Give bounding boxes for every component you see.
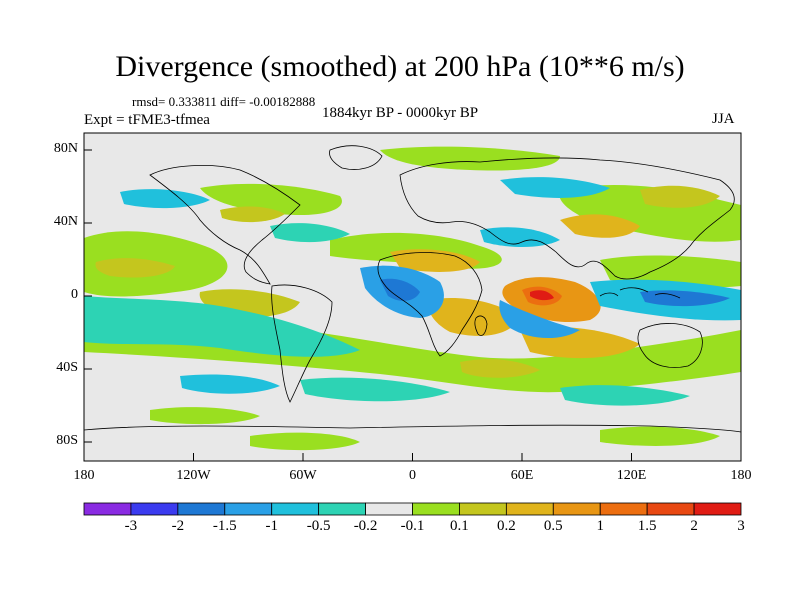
map-field — [84, 133, 741, 461]
lat-tick-label: 40S — [56, 360, 78, 375]
rmsd-diff-stats: rmsd= 0.333811 diff= -0.00182888 — [132, 94, 316, 109]
colorbar-swatch — [130, 502, 179, 516]
period-label: 1884kyr BP - 0000kyr BP — [322, 105, 479, 121]
field-region — [428, 298, 520, 336]
colorbar-label: -0.2 — [353, 518, 378, 534]
field-region — [200, 183, 342, 216]
colorbar-label: 0.2 — [496, 518, 516, 534]
field-region — [380, 278, 420, 301]
field-region — [560, 214, 640, 238]
colorbar-label: -1 — [265, 518, 278, 534]
colorbar — [83, 502, 742, 516]
lat-tick-label: 40N — [53, 214, 78, 229]
field-region — [250, 432, 360, 451]
field-region — [499, 300, 580, 339]
coastline-antarctica — [84, 424, 741, 433]
field-region — [530, 290, 554, 301]
colorbar-label: -2 — [171, 518, 185, 534]
lon-tick-label: 0 — [409, 468, 416, 483]
coastline-madagascar — [474, 315, 488, 336]
lat-tick-label: 0 — [71, 287, 78, 302]
axis-ticks — [83, 149, 742, 461]
field-region — [390, 249, 480, 272]
colorbar-label: -0.5 — [306, 518, 331, 534]
colorbar-label: 1.5 — [637, 518, 657, 534]
lon-tick-label: 180 — [730, 468, 752, 483]
coastline-australia — [637, 323, 703, 368]
coastline-north-america — [149, 165, 301, 285]
colorbar-label: -1.5 — [212, 518, 237, 534]
colorbar-label: -3 — [124, 518, 138, 534]
lon-tick-label: 120W — [176, 468, 211, 483]
field-region — [150, 407, 260, 425]
colorbar-swatch — [599, 502, 648, 516]
colorbar-swatch — [693, 502, 742, 516]
field-region — [640, 185, 720, 208]
colorbar-swatch — [459, 502, 507, 516]
field-region — [460, 359, 540, 378]
field-region — [600, 426, 720, 446]
colorbar-label: 1 — [596, 518, 604, 534]
field-region — [500, 177, 610, 198]
field-region — [300, 377, 450, 402]
colorbar-swatch — [412, 502, 460, 516]
coastline-maritime-continent — [599, 287, 681, 299]
lon-tick-label: 60W — [289, 468, 317, 483]
colorbar-swatch — [505, 502, 554, 516]
field-region — [560, 385, 690, 406]
lon-tick-label: 180 — [73, 468, 95, 483]
field-region — [270, 223, 350, 243]
coastline-greenland — [329, 145, 383, 170]
colorbar-label: 3 — [737, 518, 745, 534]
colorbar-swatch — [646, 502, 695, 516]
colorbar-swatch — [365, 502, 413, 516]
field-region — [180, 374, 280, 394]
colorbar-swatch — [271, 502, 320, 516]
plot-title: Divergence (smoothed) at 200 hPa (10**6 … — [115, 50, 685, 83]
field-region — [95, 258, 175, 278]
lon-tick-label: 120E — [616, 468, 647, 483]
field-region — [120, 189, 210, 209]
lat-tick-label: 80S — [56, 433, 78, 448]
field-region — [640, 290, 730, 307]
coastline-south-america — [271, 284, 333, 403]
colorbar-label: 2 — [690, 518, 698, 534]
field-region — [380, 146, 560, 171]
colorbar-label: -0.1 — [400, 518, 425, 534]
field-region — [84, 296, 360, 357]
colorbar-swatch — [177, 502, 226, 516]
field-region — [480, 227, 560, 247]
lon-tick-label: 60E — [510, 468, 534, 483]
colorbar-swatch — [552, 502, 601, 516]
colorbar-label: 0.5 — [543, 518, 563, 534]
coastline-eurasia — [399, 157, 735, 280]
colorbar-label: 0.1 — [450, 518, 469, 534]
season-label: JJA — [712, 111, 735, 127]
colorbar-swatch — [318, 502, 366, 516]
lat-tick-label: 80N — [53, 141, 78, 156]
colorbar-swatch — [83, 502, 132, 516]
colorbar-swatch — [224, 502, 273, 516]
field-region — [220, 206, 285, 223]
coastlines — [84, 145, 741, 433]
coastline-africa — [377, 252, 483, 357]
experiment-label: Expt = tFME3-tfmea — [84, 112, 210, 128]
